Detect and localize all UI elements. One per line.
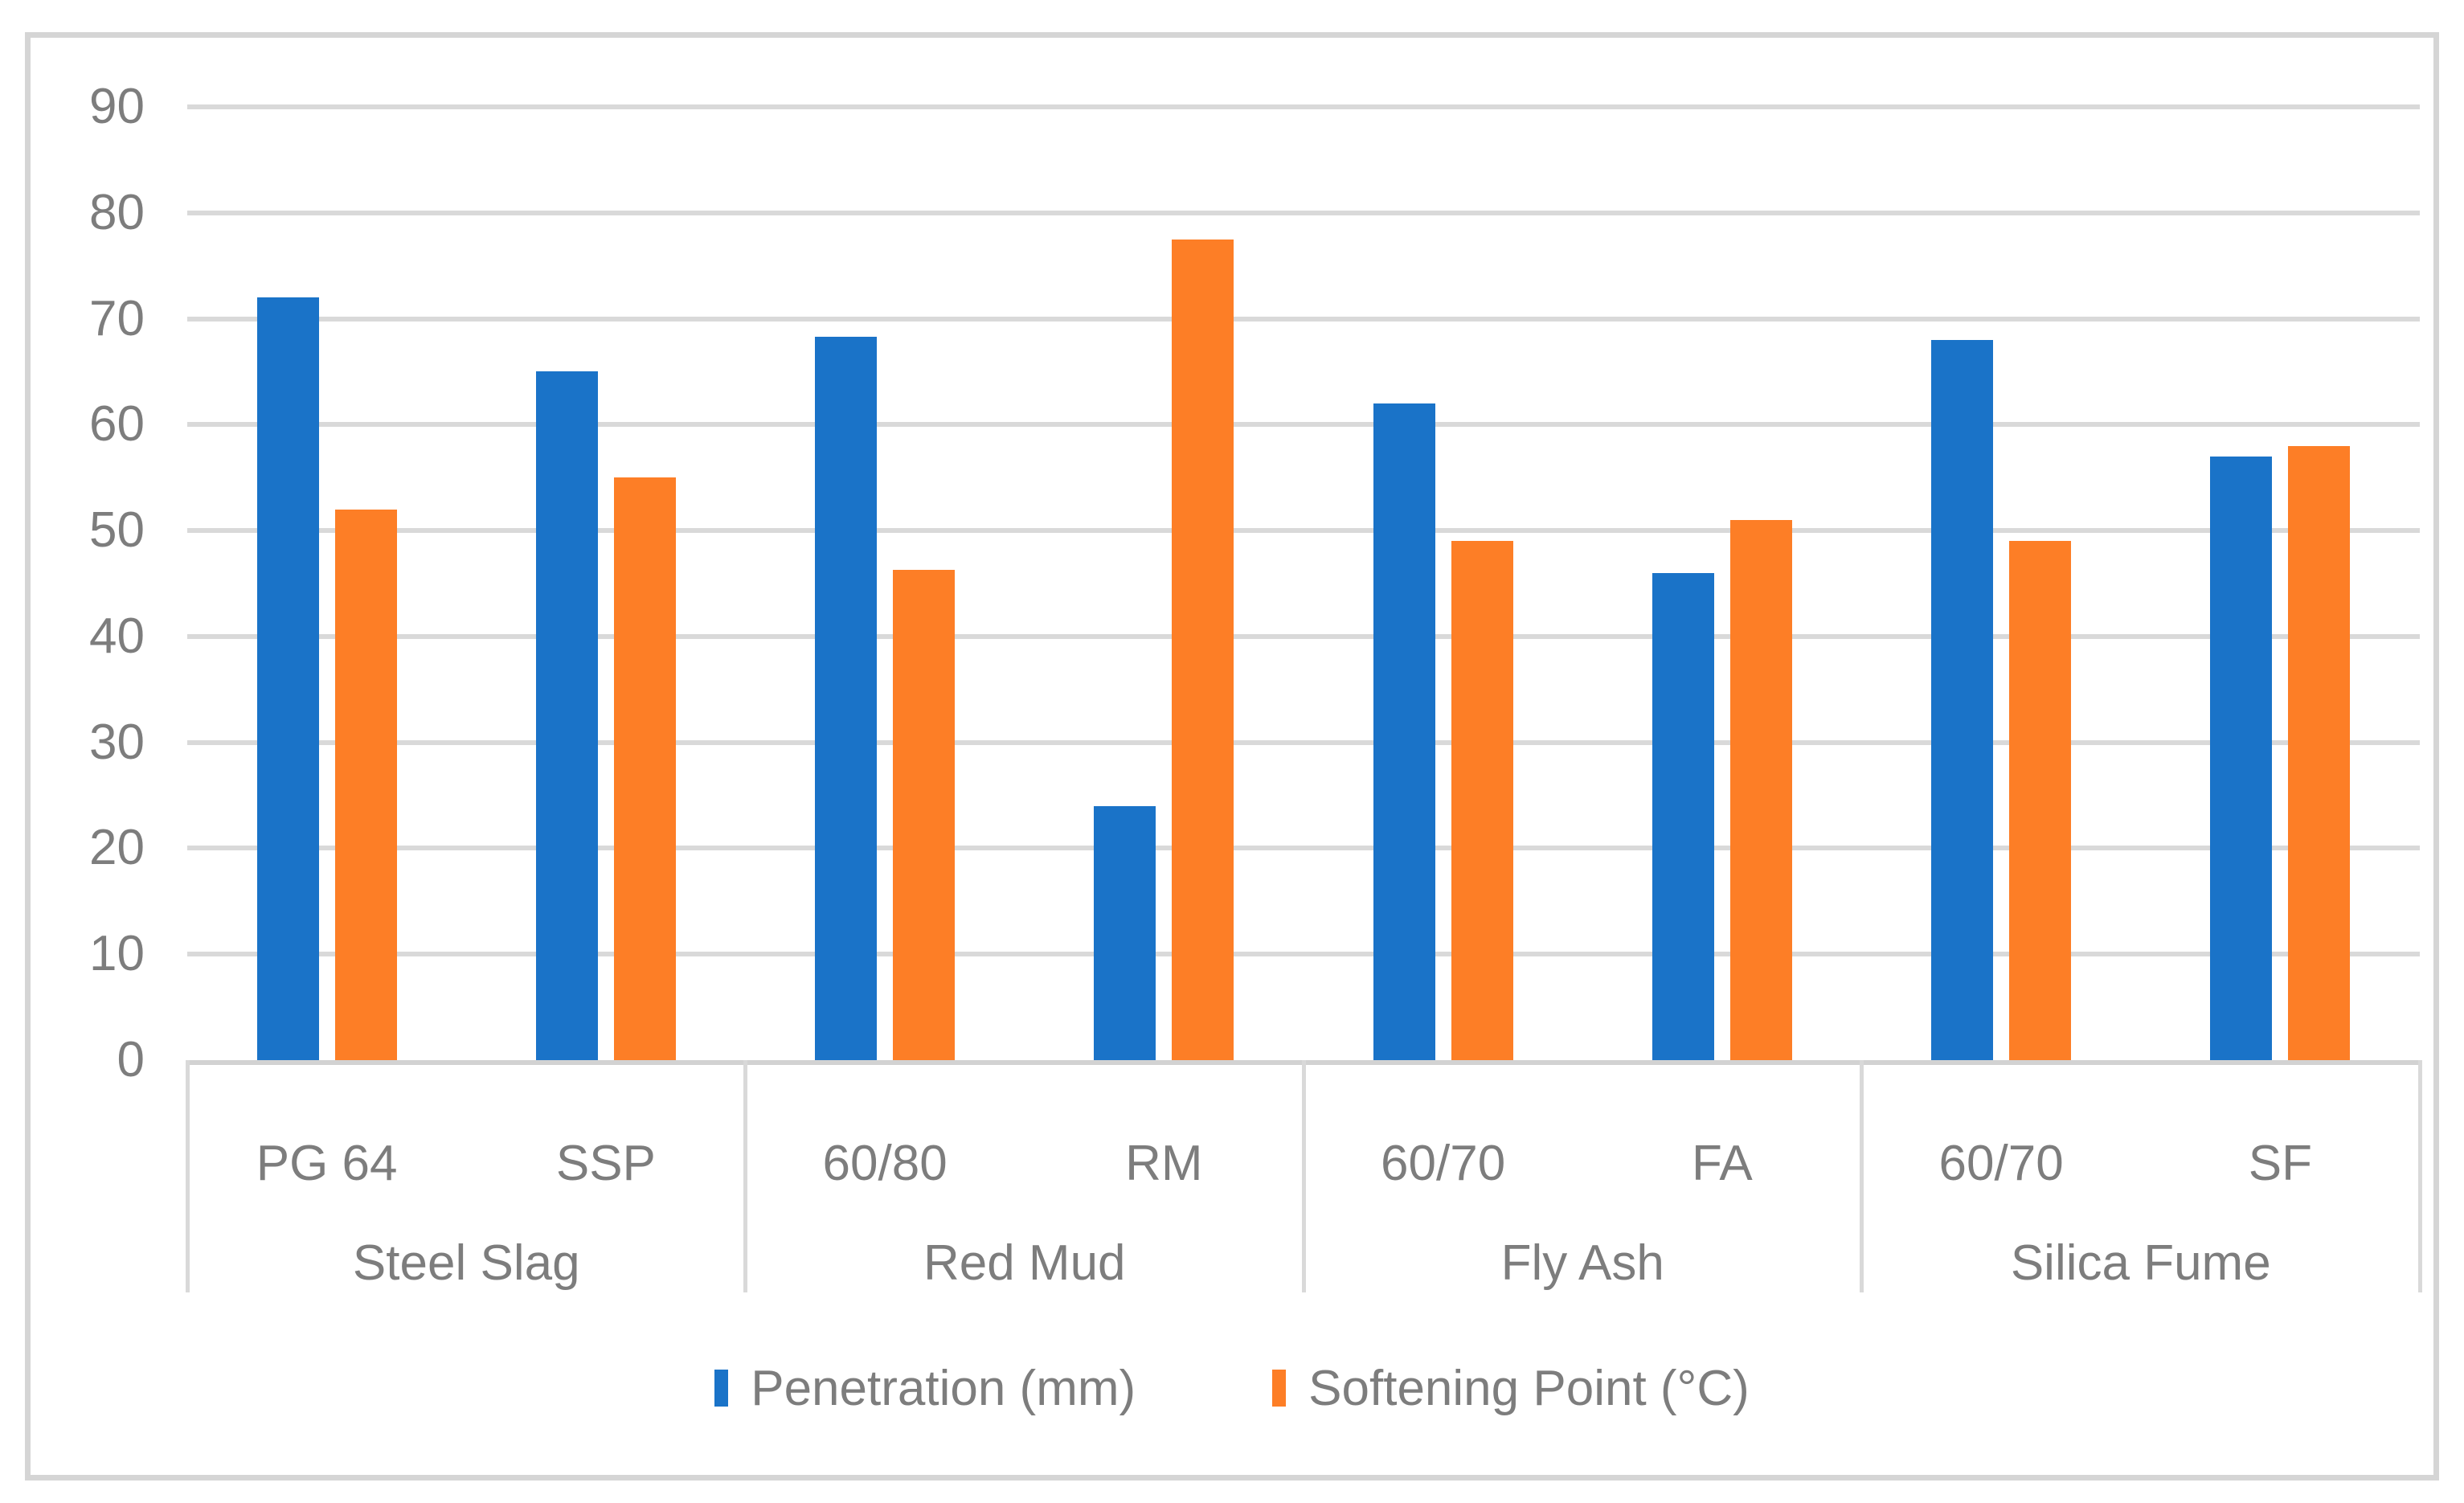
category-divider: [1860, 1060, 1864, 1292]
category-label-sf-7: SF: [2248, 1136, 2312, 1191]
group-label-silica-fume: Silica Fume: [2010, 1235, 2271, 1291]
group-label-steel-slag: Steel Slag: [352, 1235, 580, 1291]
grid-line: [187, 633, 2420, 639]
bar-penetration-mm-60-70-6: [1931, 339, 1994, 1060]
y-axis-tick-label: 10: [89, 926, 145, 982]
bar-penetration-mm-rm-3: [1094, 805, 1156, 1060]
category-label-rm-3: RM: [1125, 1136, 1203, 1191]
category-divider: [743, 1060, 747, 1292]
category-label-ssp-1: SSP: [555, 1136, 656, 1191]
y-axis-tick-label: 30: [89, 714, 145, 770]
bar-softening-point-c-pg-64-0: [334, 509, 397, 1060]
category-label-60-70-4: 60/70: [1381, 1136, 1506, 1191]
category-label-60-70-6: 60/70: [1938, 1136, 2064, 1191]
grid-line: [187, 210, 2420, 215]
category-divider: [185, 1060, 190, 1292]
grid-line: [187, 528, 2420, 534]
y-axis-tick-label: 80: [89, 184, 145, 240]
y-axis-tick-label: 50: [89, 502, 145, 559]
bar-penetration-mm-sf-7: [2210, 456, 2273, 1060]
group-label-fly-ash: Fly Ash: [1500, 1235, 1664, 1291]
category-label-fa-5: FA: [1691, 1136, 1753, 1191]
y-axis-tick-label: 60: [89, 396, 145, 453]
grid-line: [187, 739, 2420, 745]
y-axis-tick-label: 40: [89, 608, 145, 664]
bar-softening-point-c-60-70-4: [1451, 541, 1513, 1060]
bar-softening-point-c-sf-7: [2288, 445, 2351, 1060]
legend: Penetration (mm) Softening Point (°C): [0, 1360, 2464, 1416]
y-axis-tick-label: 20: [89, 820, 145, 876]
bar-penetration-mm-fa-5: [1652, 572, 1714, 1060]
bar-penetration-mm-ssp-1: [535, 371, 598, 1060]
grid-line: [187, 846, 2420, 851]
y-axis-tick-label: 0: [117, 1032, 145, 1087]
grid-line: [187, 316, 2420, 321]
y-axis-tick-label: 70: [89, 290, 145, 346]
grid-line: [187, 952, 2420, 957]
group-label-red-mud: Red Mud: [923, 1235, 1126, 1291]
bar-softening-point-c-ssp-1: [613, 477, 676, 1060]
category-divider: [1301, 1060, 1306, 1292]
bar-softening-point-c-rm-3: [1172, 239, 1234, 1060]
legend-item-penetration-mm: Penetration (mm): [714, 1360, 1136, 1417]
legend-marker-softening-point-c-icon: [1272, 1370, 1287, 1407]
bar-softening-point-c-fa-5: [1729, 519, 1792, 1060]
legend-label: Softening Point (°C): [1308, 1360, 1750, 1416]
grid-line: [187, 422, 2420, 428]
legend-label: Penetration (mm): [751, 1360, 1136, 1416]
category-label-60-80-2: 60/80: [822, 1136, 948, 1191]
category-label-pg-64-0: PG 64: [256, 1136, 398, 1191]
category-divider: [2417, 1060, 2422, 1292]
legend-item-softening-point-c: Softening Point (°C): [1272, 1360, 1750, 1417]
bar-penetration-mm-60-80-2: [815, 336, 878, 1060]
bar-penetration-mm-60-70-4: [1373, 403, 1435, 1060]
grid-line: [187, 104, 2420, 109]
bar-softening-point-c-60-80-2: [893, 569, 956, 1060]
y-axis-tick-label: 90: [89, 79, 145, 134]
bar-softening-point-c-60-70-6: [2009, 541, 2072, 1060]
bar-penetration-mm-pg-64-0: [256, 297, 319, 1060]
legend-marker-penetration-mm-icon: [714, 1370, 729, 1407]
